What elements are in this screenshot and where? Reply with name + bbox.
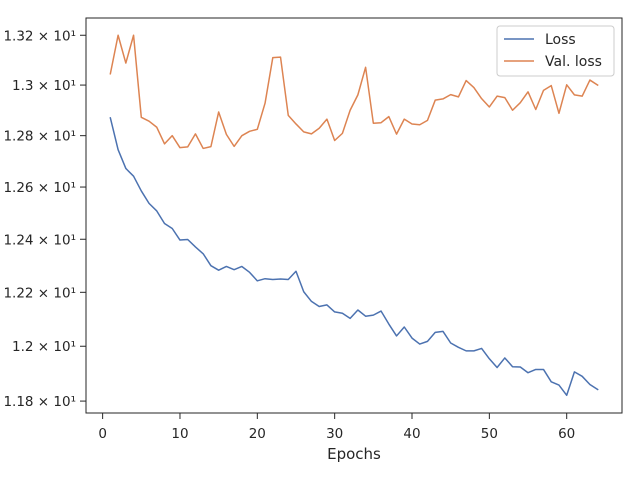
- x-tick-label: 60: [558, 426, 575, 442]
- x-tick-label: 30: [326, 426, 343, 442]
- x-axis-label: Epochs: [327, 445, 381, 463]
- x-tick-label: 20: [249, 426, 266, 442]
- y-tick-label: 1.2 × 10¹: [12, 339, 76, 355]
- x-tick-label: 50: [481, 426, 498, 442]
- x-tick-label: 0: [98, 426, 107, 442]
- y-axis: 1.18 × 10¹ 1.2 × 10¹ 1.22 × 10¹ 1.24 × 10¹ 1…: [3, 28, 86, 410]
- legend-label: Loss: [545, 32, 576, 48]
- y-tick-label: 1.32 × 10¹: [3, 28, 76, 44]
- x-tick-label: 10: [171, 426, 188, 442]
- series-line-loss: [109, 116, 599, 397]
- x-tick-label: 40: [403, 426, 420, 442]
- y-tick-label: 1.18 × 10¹: [3, 394, 76, 410]
- legend-label: Val. loss: [545, 54, 602, 70]
- y-tick-label: 1.26 × 10¹: [3, 180, 76, 196]
- y-tick-label: 1.22 × 10¹: [3, 285, 76, 301]
- legend: Loss Val. loss: [496, 25, 615, 77]
- x-axis: 0 10 20 30 40 50 60: [98, 413, 575, 442]
- series-layer: [109, 34, 599, 397]
- y-tick-label: 1.28 × 10¹: [3, 129, 76, 145]
- y-tick-label: 1.3 × 10¹: [12, 78, 76, 94]
- series-line-val-loss: [109, 34, 599, 150]
- plot-area: [86, 18, 622, 413]
- y-tick-label: 1.24 × 10¹: [3, 232, 76, 248]
- plot-frame: [85, 17, 623, 414]
